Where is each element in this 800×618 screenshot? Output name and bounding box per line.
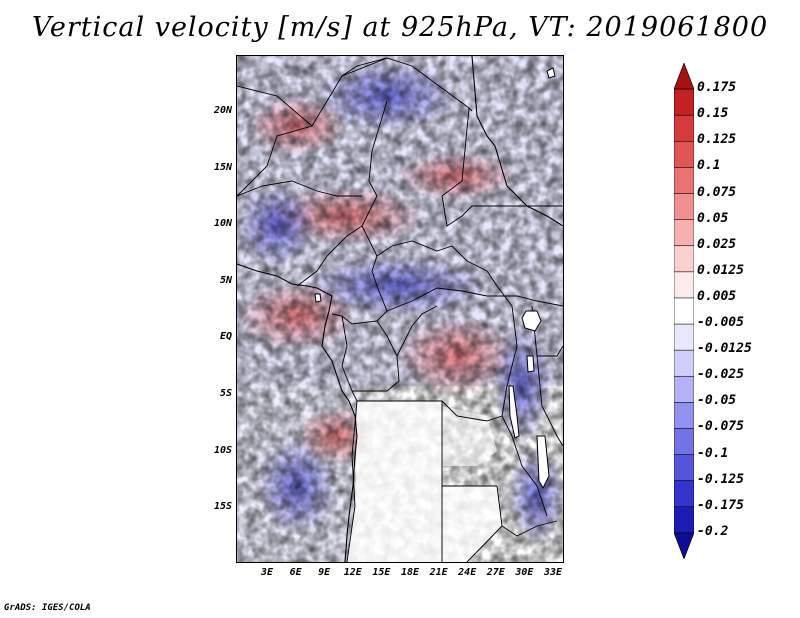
colorbar-label: -0.05: [697, 393, 737, 409]
y-tick-label: 20N: [213, 105, 232, 116]
lakes: [314, 67, 556, 490]
colorbar-swatch: [674, 245, 694, 273]
colorbar-swatch: [674, 506, 694, 534]
colorbar-swatch: [674, 532, 694, 559]
colorbar-swatch: [674, 297, 694, 325]
colorbar-swatch: [674, 167, 694, 195]
velocity-map: [237, 56, 563, 562]
colorbar-swatch: [674, 271, 694, 299]
colorbar-swatch: [674, 375, 694, 404]
chart-title: Vertical velocity [m/s] at 925hPa, VT: 2…: [31, 12, 769, 43]
colorbar-swatch: [674, 323, 694, 351]
colorbar-label: 0.15: [697, 106, 729, 122]
x-tick-label: 6E: [289, 567, 302, 578]
colorbar-label: 0.05: [697, 210, 729, 226]
colorbar-label: -0.075: [697, 419, 744, 435]
y-tick-label: 10N: [213, 218, 232, 230]
y-tick-label: EQ: [219, 331, 232, 343]
colorbar-label: 0.025: [697, 236, 737, 252]
country-borders: [237, 57, 563, 562]
colorbar-swatch: [674, 219, 694, 247]
colorbar-swatch: [674, 141, 694, 169]
x-tick-label: 24E: [458, 567, 477, 578]
y-tick-label: 5N: [219, 274, 232, 286]
colorbar-label: -0.175: [697, 497, 744, 513]
y-tick-label: 15S: [213, 501, 232, 513]
colorbar-label: 0.0125: [697, 262, 744, 278]
x-tick-label: 15E: [372, 567, 391, 578]
y-tick-label: 10S: [213, 444, 232, 456]
colorbar-swatch: [674, 349, 694, 378]
x-tick-label: 3E: [260, 567, 274, 578]
map-panel: [236, 55, 564, 563]
colorbar-label: -0.005: [697, 315, 744, 331]
velocity-field: [237, 56, 563, 562]
colorbar-label: -0.0125: [697, 341, 752, 357]
y-tick-label: 15N: [213, 161, 232, 173]
grads-credit: GrADS: IGES/COLA: [4, 603, 91, 613]
x-tick-label: 30E: [515, 567, 534, 578]
y-tick-label: 5S: [219, 388, 232, 399]
colorbar-label: 0.075: [697, 184, 737, 200]
x-tick-label: 18E: [400, 567, 420, 578]
colorbar-label: -0.125: [697, 471, 744, 487]
colorbar-swatch: [674, 88, 694, 117]
x-tick-label: 33E: [543, 567, 563, 578]
colorbar-swatch: [674, 114, 694, 143]
colorbar-label: 0.125: [697, 132, 737, 148]
x-tick-label: 21E: [429, 567, 448, 578]
colorbar-swatch: [674, 63, 694, 90]
colorbar-label: -0.025: [697, 367, 744, 383]
colorbar-label: -0.2: [697, 523, 729, 539]
x-tick-label: 9E: [318, 567, 331, 578]
x-tick-label: 12E: [343, 567, 362, 578]
coastline: [237, 56, 563, 562]
colorbar-label: 0.1: [697, 158, 721, 174]
colorbar-label: 0.175: [697, 80, 737, 96]
colorbar-swatch: [674, 454, 694, 482]
colorbar-swatch: [674, 402, 694, 430]
colorbar-swatch: [674, 428, 694, 456]
colorbar-label: 0.005: [697, 288, 737, 304]
x-tick-label: 27E: [486, 567, 505, 578]
colorbar: [674, 63, 694, 559]
colorbar-label: -0.1: [697, 445, 729, 461]
colorbar-swatch: [674, 193, 694, 221]
colorbar-swatch: [674, 480, 694, 508]
